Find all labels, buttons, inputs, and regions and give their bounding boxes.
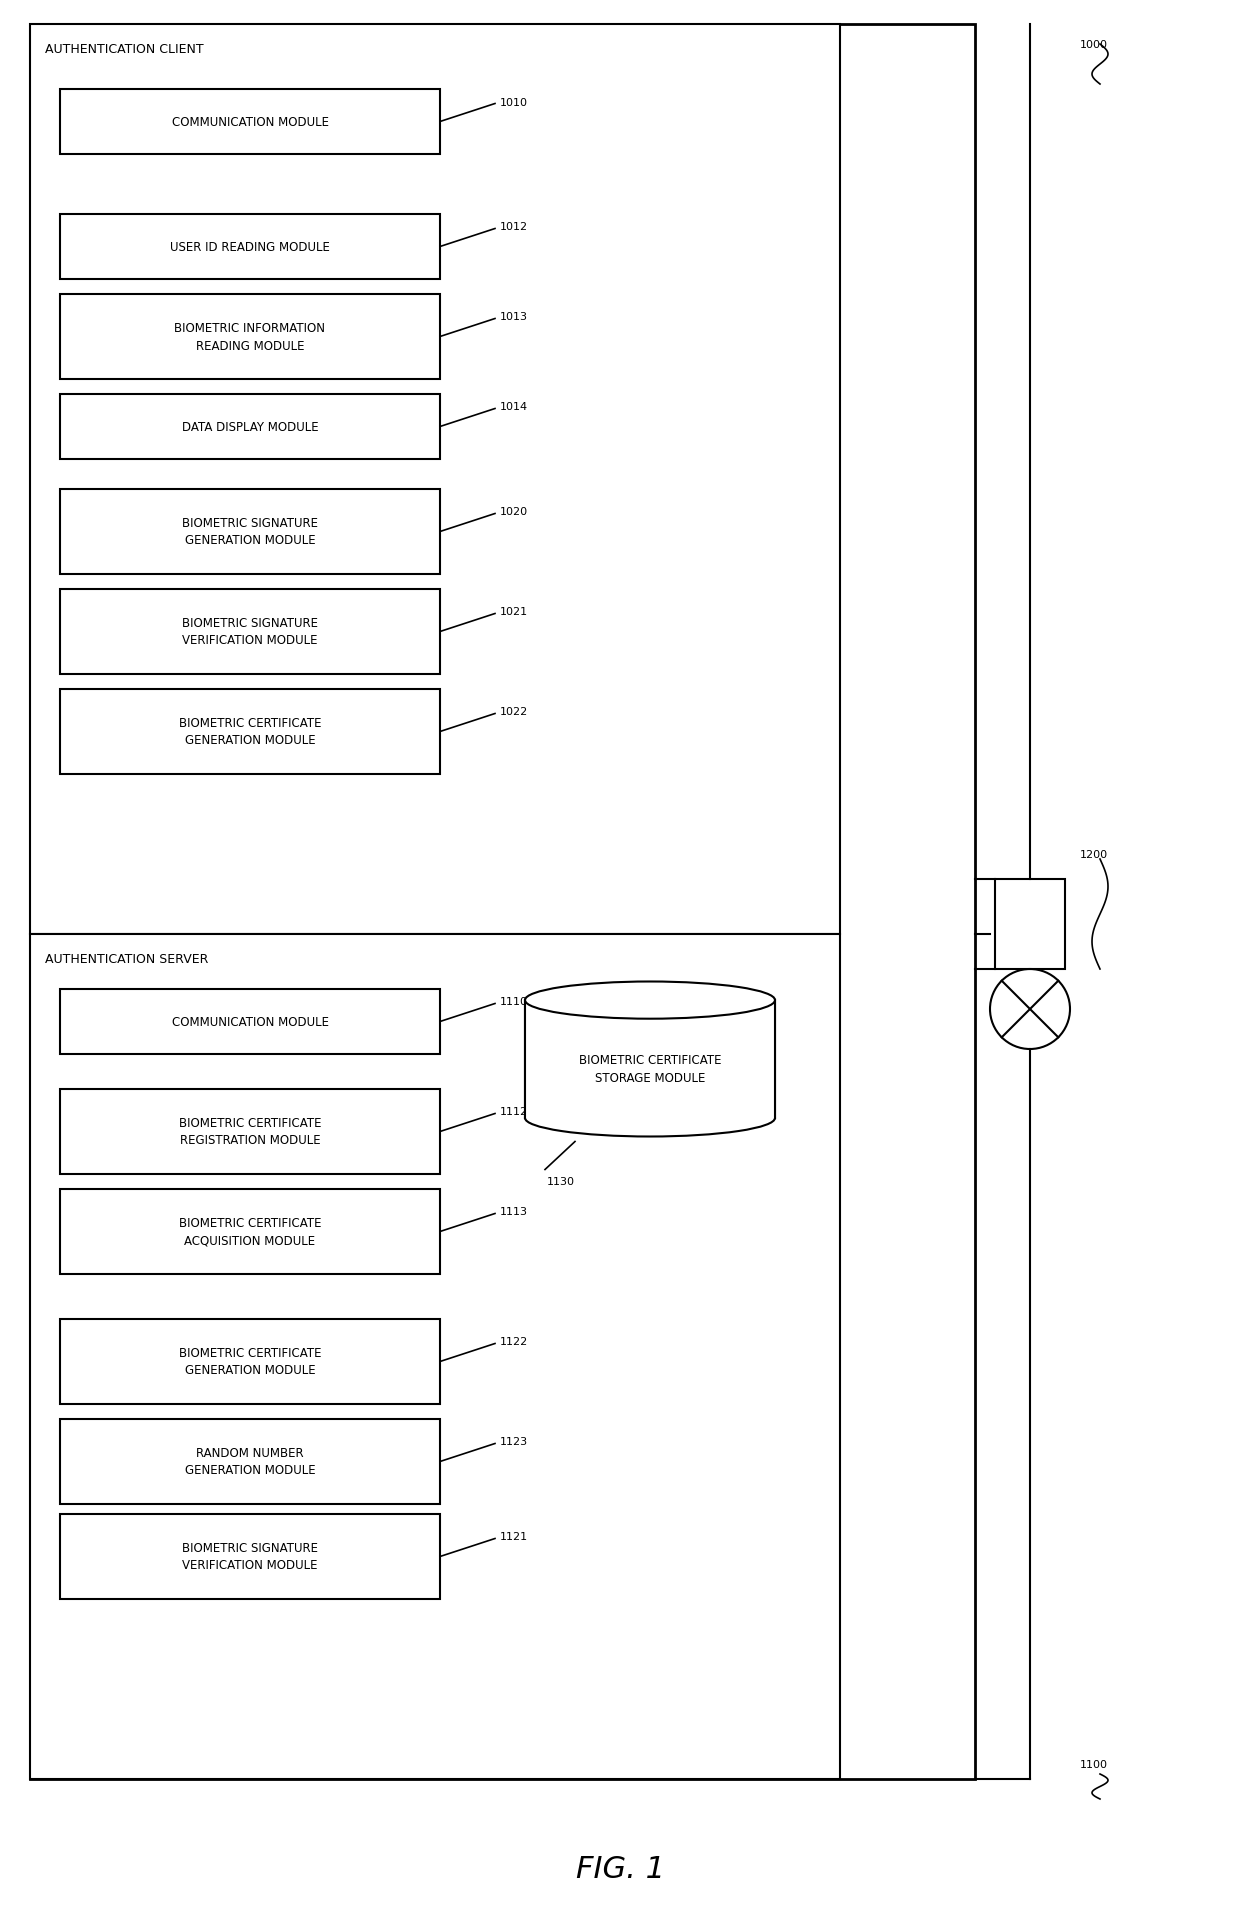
Bar	[60, 394, 440, 459]
Text: 1130: 1130	[547, 1177, 575, 1187]
Bar	[60, 1420, 440, 1504]
Text: AUTHENTICATION CLIENT: AUTHENTICATION CLIENT	[45, 42, 203, 56]
Text: 1200: 1200	[1080, 850, 1109, 859]
Text: BIOMETRIC CERTIFICATE
ACQUISITION MODULE: BIOMETRIC CERTIFICATE ACQUISITION MODULE	[179, 1217, 321, 1246]
Text: 1100: 1100	[1080, 1759, 1109, 1769]
Bar	[60, 1189, 440, 1275]
Text: USER ID READING MODULE: USER ID READING MODULE	[170, 241, 330, 255]
Text: 1013: 1013	[500, 312, 528, 322]
Text: 1123: 1123	[500, 1437, 528, 1447]
Text: AUTHENTICATION SERVER: AUTHENTICATION SERVER	[45, 953, 208, 965]
Text: BIOMETRIC SIGNATURE
VERIFICATION MODULE: BIOMETRIC SIGNATURE VERIFICATION MODULE	[182, 1541, 317, 1571]
Text: BIOMETRIC CERTIFICATE
REGISTRATION MODULE: BIOMETRIC CERTIFICATE REGISTRATION MODUL…	[179, 1118, 321, 1146]
Bar	[60, 1319, 440, 1405]
Text: 1113: 1113	[500, 1208, 528, 1217]
Bar	[30, 25, 975, 1780]
Text: 1012: 1012	[500, 222, 528, 232]
Text: 1021: 1021	[500, 607, 528, 616]
Bar	[30, 25, 839, 934]
Bar	[60, 90, 440, 155]
Text: 1014: 1014	[500, 402, 528, 412]
Text: BIOMETRIC CERTIFICATE
GENERATION MODULE: BIOMETRIC CERTIFICATE GENERATION MODULE	[179, 718, 321, 746]
Text: COMMUNICATION MODULE: COMMUNICATION MODULE	[171, 117, 329, 128]
Bar	[60, 490, 440, 574]
Bar	[525, 1001, 775, 1118]
Text: BIOMETRIC CERTIFICATE
GENERATION MODULE: BIOMETRIC CERTIFICATE GENERATION MODULE	[179, 1347, 321, 1376]
Text: 1112: 1112	[500, 1106, 528, 1118]
Bar	[60, 990, 440, 1055]
Text: FIG. 1: FIG. 1	[575, 1855, 665, 1883]
Text: COMMUNICATION MODULE: COMMUNICATION MODULE	[171, 1016, 329, 1028]
Text: BIOMETRIC INFORMATION
READING MODULE: BIOMETRIC INFORMATION READING MODULE	[175, 322, 325, 352]
Text: BIOMETRIC SIGNATURE
VERIFICATION MODULE: BIOMETRIC SIGNATURE VERIFICATION MODULE	[182, 616, 317, 647]
Bar	[60, 1514, 440, 1600]
Bar	[30, 934, 839, 1780]
Text: 1121: 1121	[500, 1531, 528, 1541]
Text: BIOMETRIC CERTIFICATE
STORAGE MODULE: BIOMETRIC CERTIFICATE STORAGE MODULE	[579, 1055, 722, 1085]
Text: 1020: 1020	[500, 507, 528, 517]
Text: 1000: 1000	[1080, 40, 1109, 50]
Bar	[60, 295, 440, 379]
Text: 1022: 1022	[500, 706, 528, 718]
Text: RANDOM NUMBER
GENERATION MODULE: RANDOM NUMBER GENERATION MODULE	[185, 1447, 315, 1478]
Text: 1122: 1122	[500, 1336, 528, 1347]
Bar	[60, 1089, 440, 1175]
Text: DATA DISPLAY MODULE: DATA DISPLAY MODULE	[182, 421, 319, 434]
Text: 1110: 1110	[500, 997, 528, 1007]
Bar	[994, 880, 1065, 970]
Bar	[60, 590, 440, 674]
Ellipse shape	[525, 1101, 775, 1137]
Bar	[60, 214, 440, 279]
Text: BIOMETRIC SIGNATURE
GENERATION MODULE: BIOMETRIC SIGNATURE GENERATION MODULE	[182, 517, 317, 547]
Bar	[60, 689, 440, 775]
Text: 1010: 1010	[500, 98, 528, 107]
Ellipse shape	[525, 982, 775, 1018]
